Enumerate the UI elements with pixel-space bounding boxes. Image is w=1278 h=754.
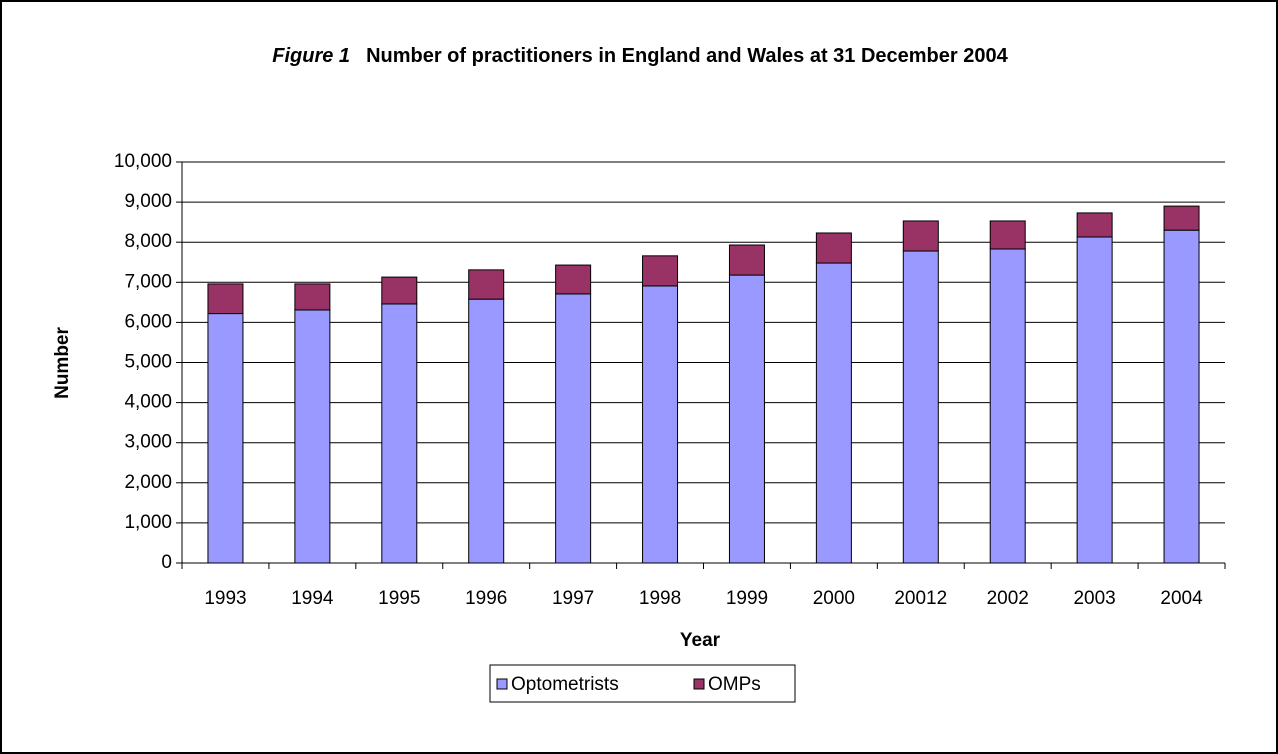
- y-tick-label: 4,000: [124, 392, 172, 413]
- bar-segment: [989, 220, 1026, 250]
- bar-segment: [728, 274, 765, 564]
- bar-segment: [989, 248, 1026, 564]
- bar-segment: [815, 262, 852, 564]
- bar-segment: [1076, 212, 1113, 238]
- bar-segment: [294, 283, 331, 311]
- bar-segment: [1076, 236, 1113, 564]
- x-tick-label: 1994: [291, 588, 334, 609]
- x-tick-label: 1993: [204, 588, 246, 609]
- bar-segment: [207, 313, 244, 564]
- bar-segment: [555, 264, 592, 295]
- y-tick-label: 3,000: [124, 432, 172, 453]
- bar-segment: [728, 244, 765, 276]
- x-tick-label: 1997: [552, 588, 594, 609]
- x-tick-label: 2003: [1073, 588, 1115, 609]
- bar-segment: [294, 309, 331, 564]
- y-tick-label: 1,000: [124, 512, 172, 533]
- bar-segment: [642, 255, 679, 287]
- legend-swatch: [496, 678, 508, 690]
- bar-segment: [815, 232, 852, 264]
- x-tick-label: 2004: [1160, 588, 1203, 609]
- y-tick-label: 0: [161, 552, 172, 573]
- x-axis-title: Year: [680, 630, 721, 651]
- x-tick-label: 1996: [465, 588, 507, 609]
- legend-swatch: [693, 678, 705, 690]
- bar-segment: [468, 298, 505, 564]
- legend-box: [489, 664, 796, 703]
- x-tick-label: 1999: [726, 588, 768, 609]
- bar-segment: [555, 293, 592, 564]
- y-tick-label: 10,000: [114, 151, 172, 172]
- y-tick-label: 2,000: [124, 472, 172, 493]
- y-axis-title: Number: [52, 327, 73, 399]
- x-tick-label: 2002: [987, 588, 1029, 609]
- bar-segment: [1163, 205, 1200, 231]
- chart-title-group: Figure 1 Number of practitioners in Engla…: [272, 45, 1008, 67]
- bar-segment: [381, 276, 418, 305]
- x-tick-label: 2000: [813, 588, 855, 609]
- x-tick-label: 1995: [378, 588, 420, 609]
- bar-segment: [207, 283, 244, 315]
- legend-label: Optometrists: [511, 674, 619, 695]
- y-tick-label: 9,000: [124, 191, 172, 212]
- bar-segment: [1163, 229, 1200, 564]
- y-tick-label: 7,000: [124, 271, 172, 292]
- bar-segment: [642, 285, 679, 564]
- y-tick-label: 6,000: [124, 311, 172, 332]
- x-tick-label: 1998: [639, 588, 681, 609]
- bar-segment: [902, 250, 939, 564]
- chart-title: Number of practitioners in England and W…: [366, 45, 1009, 67]
- legend-label: OMPs: [708, 674, 761, 695]
- bar-segment: [902, 220, 939, 252]
- x-tick-label: 20012: [894, 588, 947, 609]
- figure-label: Figure 1: [272, 45, 350, 67]
- bar-segment: [381, 303, 418, 564]
- y-tick-label: 5,000: [124, 352, 172, 373]
- bar-segment: [468, 269, 505, 300]
- y-tick-label: 8,000: [124, 231, 172, 252]
